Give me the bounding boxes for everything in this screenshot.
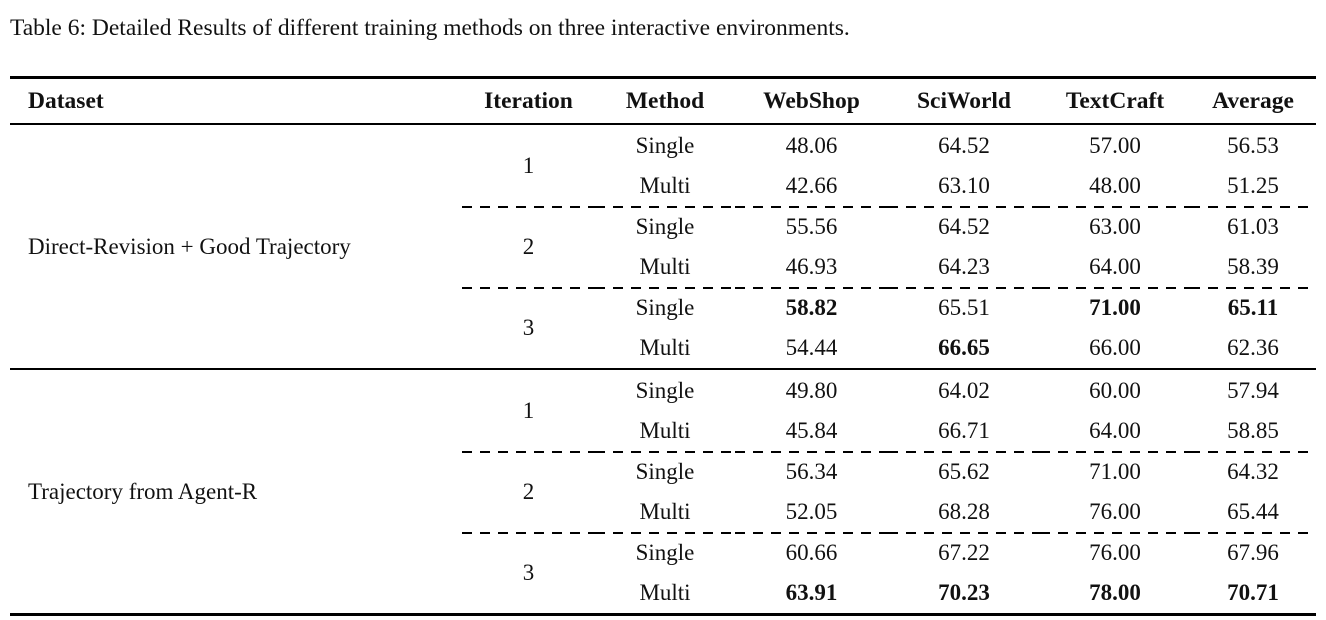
header-dataset: Dataset — [10, 77, 462, 125]
method-cell: Multi — [639, 418, 691, 443]
method-cell: Single — [595, 206, 735, 247]
value-cell: 64.32 — [1190, 451, 1316, 492]
value-cell: 66.65 — [938, 335, 990, 360]
header-method: Method — [595, 77, 735, 125]
method-cell: Single — [595, 451, 735, 492]
value-cell: 60.66 — [735, 532, 888, 573]
value-cell: 64.00 — [1089, 254, 1141, 279]
table-row: Multi 54.44 66.65 66.00 62.36 — [10, 328, 1316, 370]
method-cell: Single — [595, 532, 735, 573]
value-cell: 64.02 — [888, 368, 1040, 411]
value-cell: 48.00 — [1089, 173, 1141, 198]
iteration-cell: 2 — [462, 206, 595, 287]
value-cell: 65.62 — [888, 451, 1040, 492]
method-cell: Multi — [639, 580, 691, 605]
method-cell: Multi — [639, 254, 691, 279]
value-cell: 66.71 — [938, 418, 990, 443]
value-cell: 70.71 — [1227, 580, 1279, 605]
header-sciworld: SciWorld — [888, 77, 1040, 125]
table-row: Multi 52.05 68.28 76.00 65.44 — [10, 492, 1316, 533]
value-cell: 52.05 — [785, 499, 838, 524]
value-cell: 63.00 — [1040, 206, 1190, 247]
value-cell: 64.52 — [888, 206, 1040, 247]
value-cell: 64.00 — [1089, 418, 1141, 443]
results-table: Dataset Iteration Method WebShop SciWorl… — [10, 76, 1316, 616]
table-row: 3 Single 58.82 65.51 71.00 65.11 — [10, 287, 1316, 369]
value-cell: 42.66 — [785, 173, 838, 198]
value-cell: 65.44 — [1227, 499, 1279, 524]
value-cell: 57.00 — [1089, 132, 1141, 158]
value-cell: 63.10 — [938, 173, 990, 198]
method-cell: Single — [635, 132, 695, 158]
value-cell: 54.44 — [785, 335, 838, 360]
value-cell: 71.00 — [1040, 451, 1190, 492]
value-cell: 45.84 — [785, 418, 838, 443]
iteration-cell: 1 — [462, 368, 595, 451]
table-row: Multi 46.93 64.23 64.00 58.39 — [10, 247, 1316, 288]
value-cell: 66.00 — [1089, 335, 1141, 360]
table-row: Direct-Revision + Good Trajectory 1 Sing… — [10, 124, 1316, 259]
value-cell: 61.03 — [1190, 206, 1316, 247]
value-cell: 57.94 — [1190, 368, 1316, 411]
value-cell: 76.00 — [1040, 532, 1190, 573]
iteration-cell: 3 — [462, 287, 595, 369]
header-iteration: Iteration — [462, 77, 595, 125]
value-cell: 60.00 — [1040, 368, 1190, 411]
table-row: Trajectory from Agent-R 1 Single 49.80 6… — [10, 368, 1316, 615]
dataset-cell: Direct-Revision + Good Trajectory — [28, 233, 351, 259]
method-cell: Multi — [639, 499, 691, 524]
value-cell: 62.36 — [1227, 335, 1279, 360]
value-cell: 51.25 — [1227, 173, 1279, 198]
value-cell: 71.00 — [1040, 287, 1190, 328]
value-cell: 56.34 — [735, 451, 888, 492]
value-cell: 70.23 — [938, 580, 990, 605]
value-cell: 46.93 — [785, 254, 838, 279]
value-cell: 67.22 — [888, 532, 1040, 573]
table-row: 3 Single 60.66 67.22 76.00 67.96 — [10, 532, 1316, 615]
method-cell: Multi — [639, 335, 691, 360]
table-row: Multi 45.84 66.71 64.00 58.85 — [10, 411, 1316, 452]
value-cell: 65.11 — [1190, 287, 1316, 328]
table-row: Multi 63.91 70.23 78.00 70.71 — [10, 573, 1316, 615]
value-cell: 67.96 — [1190, 532, 1316, 573]
iteration-cell: 1 — [522, 152, 535, 178]
method-cell: Multi — [639, 173, 691, 198]
value-cell: 68.28 — [938, 499, 990, 524]
value-cell: 65.51 — [888, 287, 1040, 328]
table-row: Multi 42.66 63.10 48.00 51.25 — [10, 166, 1316, 207]
header-average: Average — [1190, 77, 1316, 125]
method-cell: Single — [595, 287, 735, 328]
value-cell: 78.00 — [1089, 580, 1141, 605]
table-row: 2 Single 56.34 65.62 71.00 64.32 — [10, 451, 1316, 532]
value-cell: 58.39 — [1227, 254, 1279, 279]
value-cell: 58.85 — [1227, 418, 1279, 443]
value-cell: 56.53 — [1227, 132, 1279, 158]
value-cell: 49.80 — [735, 368, 888, 411]
value-cell: 64.23 — [938, 254, 990, 279]
value-cell: 55.56 — [735, 206, 888, 247]
value-cell: 76.00 — [1089, 499, 1141, 524]
header-textcraft: TextCraft — [1040, 77, 1190, 125]
value-cell: 58.82 — [735, 287, 888, 328]
dataset-cell: Trajectory from Agent-R — [10, 368, 462, 615]
iteration-cell: 3 — [462, 532, 595, 615]
value-cell: 63.91 — [785, 580, 838, 605]
method-cell: Single — [595, 368, 735, 411]
iteration-cell: 2 — [462, 451, 595, 532]
header-webshop: WebShop — [735, 77, 888, 125]
value-cell: 64.52 — [938, 132, 990, 158]
table-row: 2 Single 55.56 64.52 63.00 61.03 — [10, 206, 1316, 287]
header-row: Dataset Iteration Method WebShop SciWorl… — [10, 77, 1316, 125]
value-cell: 48.06 — [785, 132, 838, 158]
table-caption: Table 6: Detailed Results of different t… — [10, 15, 850, 41]
